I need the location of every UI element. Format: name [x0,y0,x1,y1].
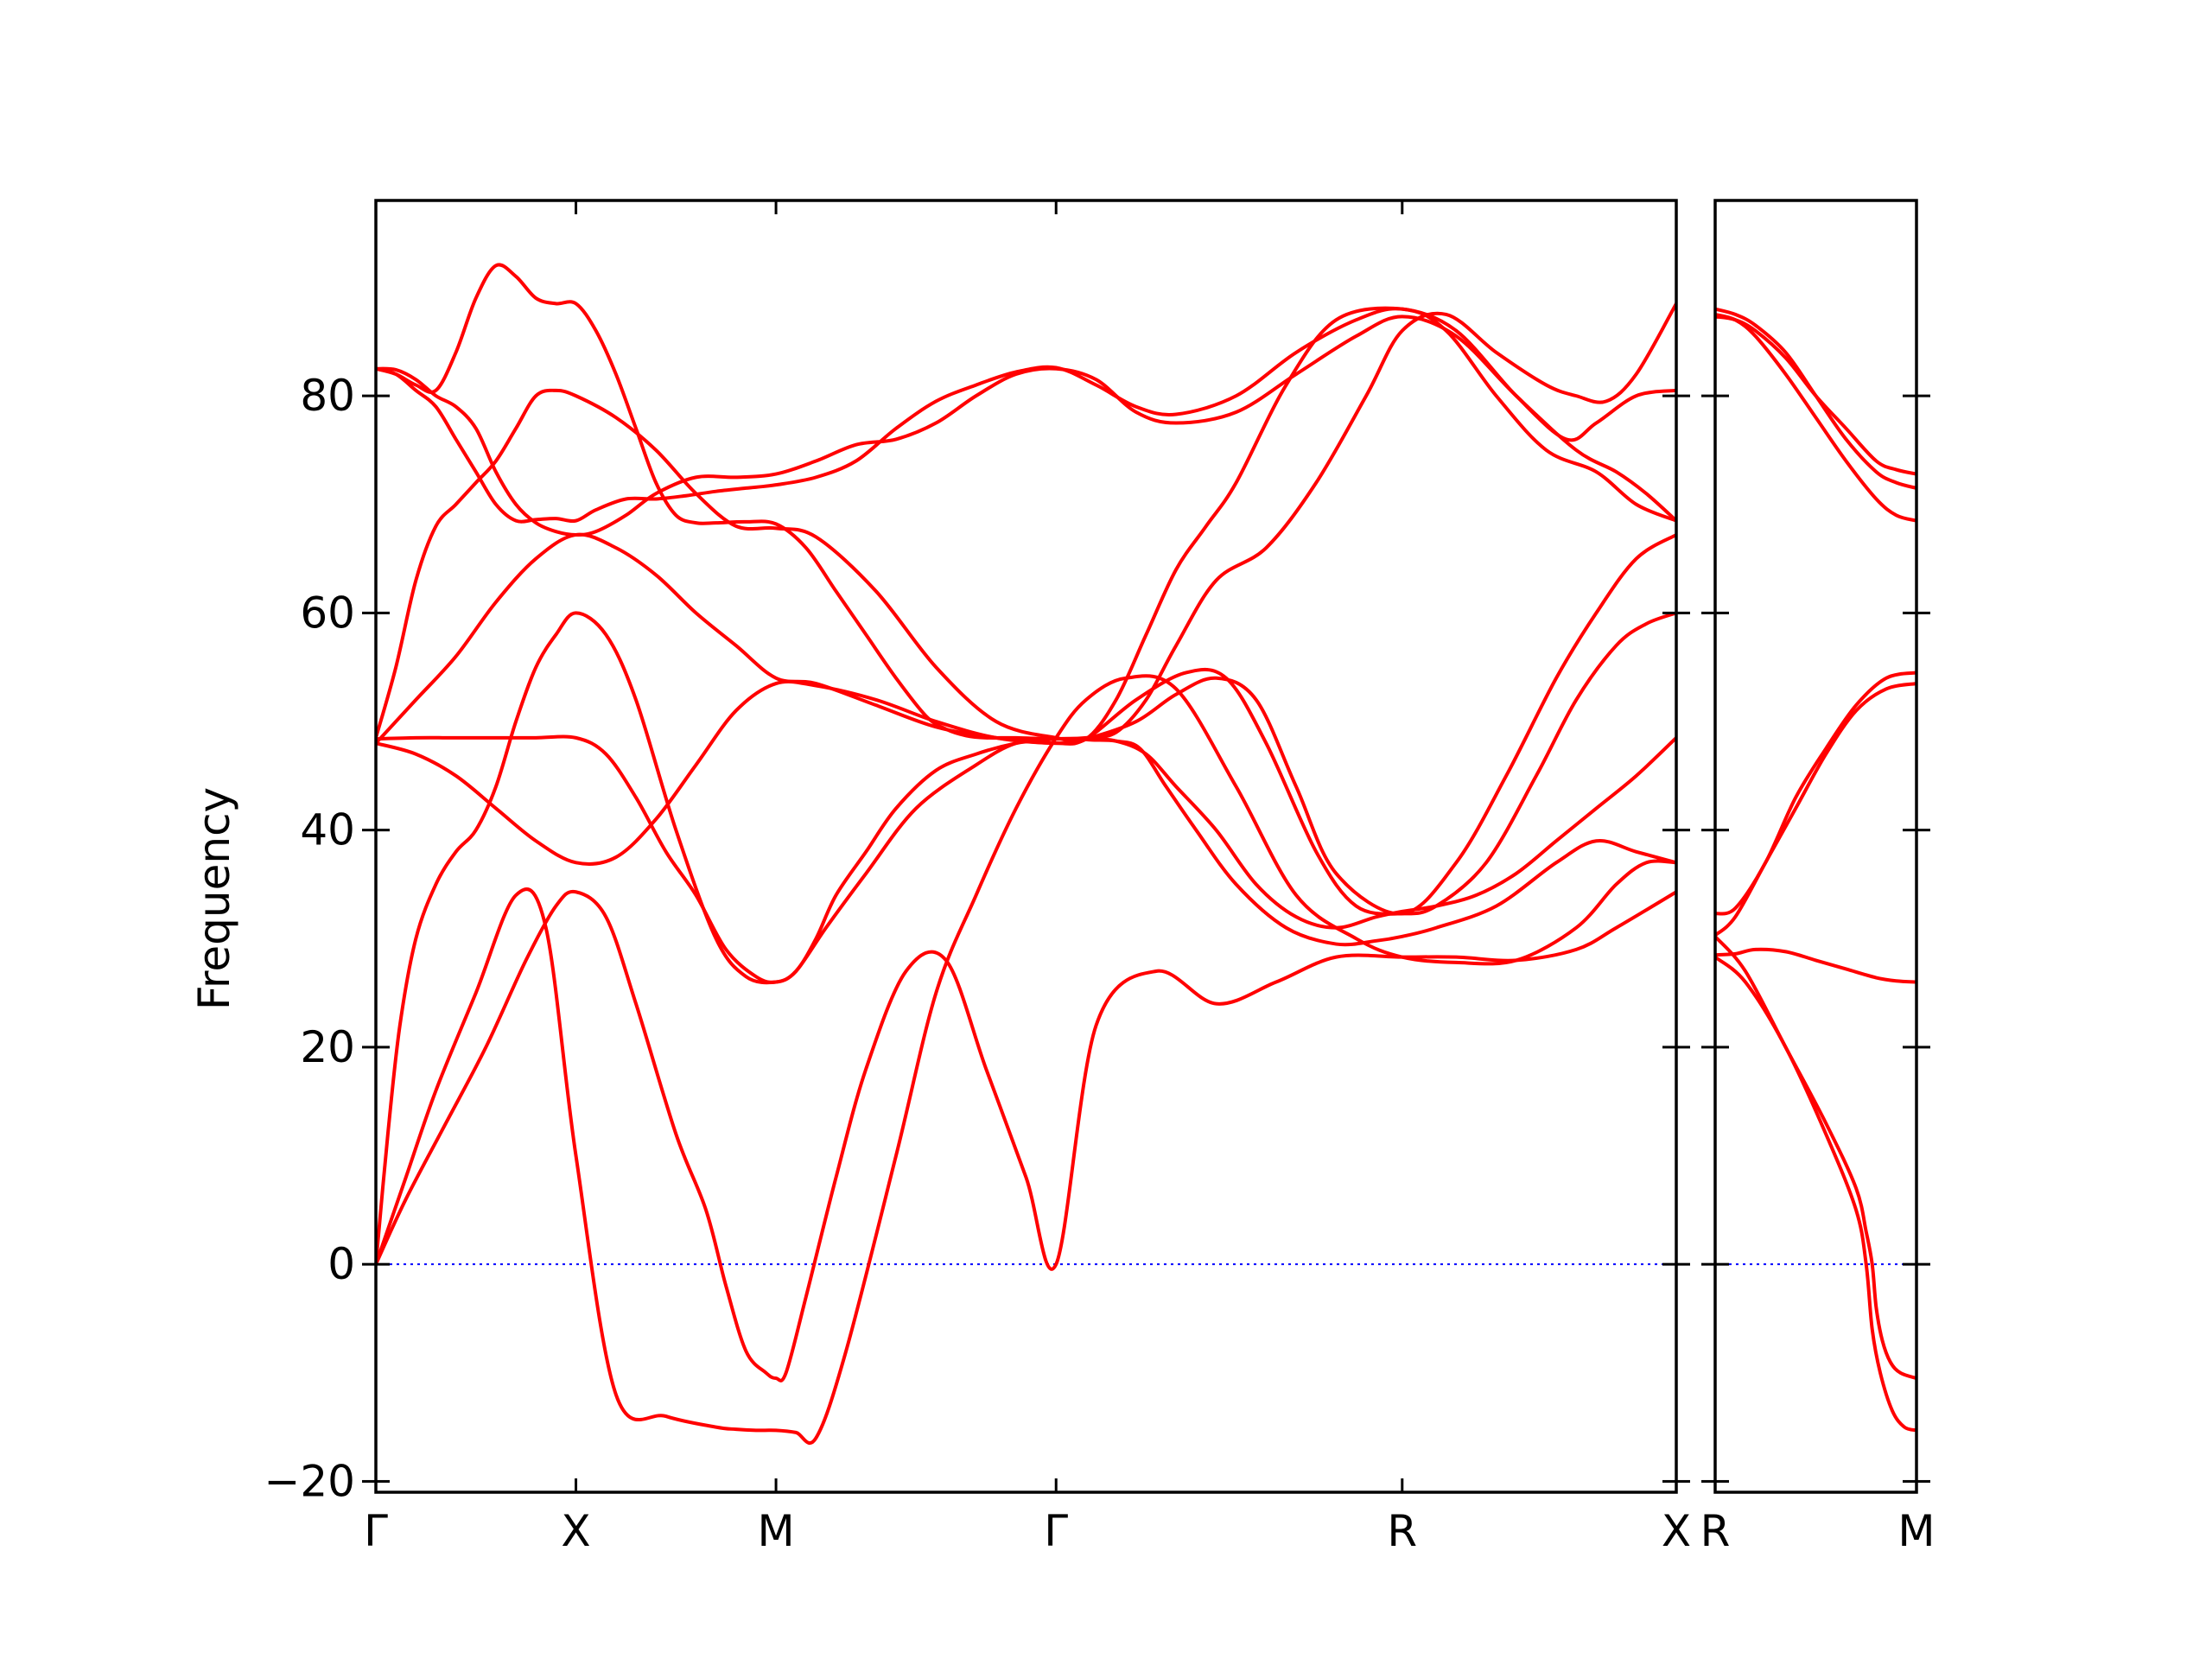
main-band-panel: −20 0 20 40 60 80 Γ X M Γ R X [264,199,1691,1556]
x-tick-label: X [1662,1506,1691,1556]
band-line-5 [376,611,1676,916]
y-tick-label: 60 [300,588,355,638]
x-tick-label: Γ [1044,1506,1068,1556]
band-line-6 [376,532,1676,916]
band-line-2 [376,889,1676,1382]
y-tick-label: 80 [300,371,355,421]
band-line-7 [376,306,1676,744]
band-line-8 [1715,312,1916,523]
y-tick-label: 40 [300,805,355,855]
band-line-8 [376,307,1676,524]
band-line-2 [1715,934,1916,1381]
y-tick-label: −20 [264,1456,355,1506]
y-axis-label: Frequency [189,787,239,1010]
band-line-5 [1715,671,1916,916]
band-line-3 [376,611,1676,1267]
x-tick-label: R [1700,1506,1731,1556]
x-tick-label: M [1897,1506,1935,1556]
phonon-bands [1715,307,1916,1433]
x-tick-label: X [561,1506,590,1556]
band-line-1 [1715,955,1916,1433]
band-line-6 [1715,307,1916,490]
y-tick-label: 0 [327,1239,355,1289]
band-line-4 [1715,682,1916,938]
phonon-bands [376,263,1676,1445]
axes-frame [1713,199,1918,1494]
y-tick-label: 20 [300,1022,355,1072]
band-line-10 [376,263,1676,741]
band-line-3 [1715,947,1916,984]
x-tick-label: R [1387,1506,1417,1556]
axes-frame [374,199,1678,1494]
band-line-9 [376,315,1676,537]
band-line-1 [376,674,1676,1445]
x-tick-label: M [758,1506,795,1556]
x-tick-label: Γ [364,1506,388,1556]
band-line-7 [1715,315,1916,476]
